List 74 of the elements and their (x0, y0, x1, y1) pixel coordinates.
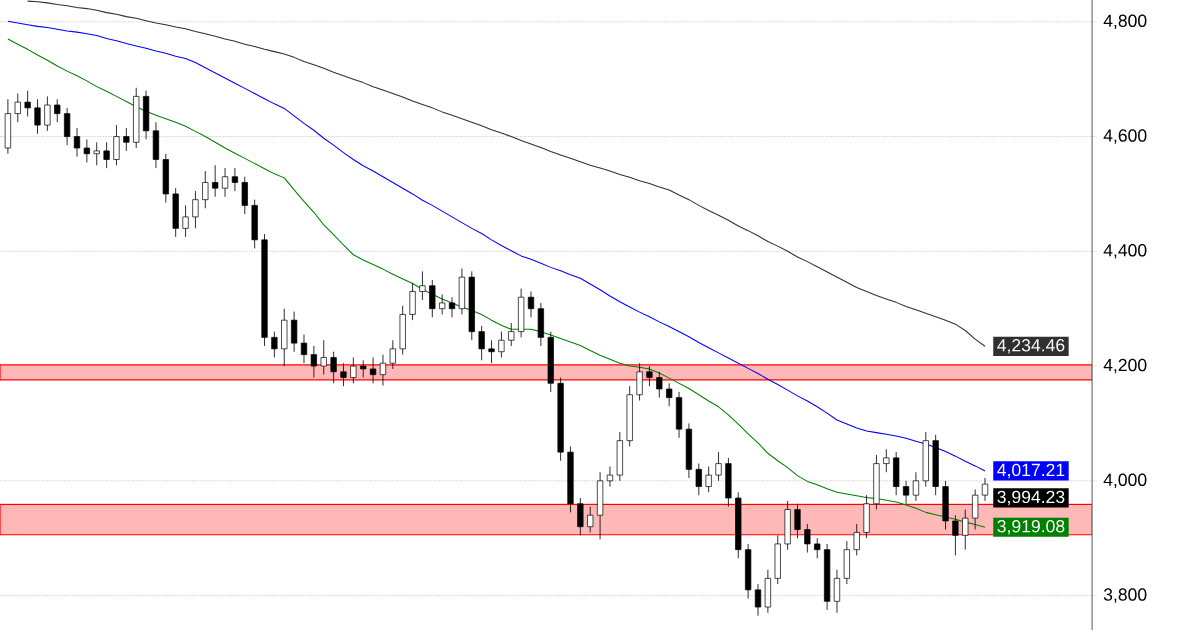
candlestick (330, 351, 337, 384)
candlestick (182, 205, 189, 238)
y-tick-label: 4,200 (1103, 358, 1147, 374)
candlestick (73, 127, 81, 158)
candlestick (646, 365, 653, 387)
candlestick (636, 362, 643, 401)
candlestick (981, 477, 989, 502)
candlestick (587, 506, 594, 533)
candlestick (912, 471, 920, 502)
candlestick (369, 357, 377, 384)
data-label: 3,919.08 (997, 519, 1065, 535)
candlestick (192, 190, 199, 229)
candlestick (962, 509, 969, 551)
candlestick (853, 523, 860, 556)
data-label: 4,017.21 (997, 463, 1065, 479)
candlestick (389, 339, 396, 370)
candlestick (350, 357, 357, 384)
candlestick (429, 279, 436, 318)
text: 3,994.23 (997, 490, 1065, 506)
candlestick (409, 282, 416, 321)
candlestick (34, 98, 41, 135)
y-tick-label: 4,400 (1103, 244, 1147, 259)
candlestick (448, 296, 456, 318)
candlestick (972, 489, 979, 530)
candlestick (93, 141, 100, 166)
candlestick (488, 339, 495, 364)
y-tick-label: 3,800 (1103, 588, 1147, 603)
candlestick (44, 95, 51, 132)
candlestick (419, 270, 426, 301)
candlestick (103, 141, 110, 169)
candlestick (360, 359, 367, 378)
candlestick (527, 291, 535, 318)
candlestick (478, 325, 485, 361)
candlestick (271, 331, 278, 358)
y-tick-label: 4,000 (1103, 473, 1147, 489)
candlestick (291, 311, 298, 353)
candlestick (754, 583, 762, 617)
candlestick (231, 167, 239, 192)
y-tick-label: 4,800 (1103, 14, 1147, 30)
candlestick (320, 339, 327, 376)
candlestick (804, 523, 811, 553)
candlestick (241, 176, 248, 215)
candlestick (794, 503, 801, 539)
data-label: 4,234.46 (997, 339, 1065, 354)
candlestick (54, 98, 61, 123)
candlestick (221, 167, 229, 198)
candlestick (577, 497, 584, 536)
candlestick (715, 451, 722, 482)
candlestick (379, 354, 387, 386)
candlestick (300, 334, 308, 364)
candlestick (123, 127, 130, 152)
candlestick (212, 164, 219, 198)
candlestick (498, 331, 505, 358)
candlestick (508, 322, 515, 347)
candlestick (63, 107, 71, 146)
candlestick (883, 448, 890, 473)
y-tick-label: 4,600 (1103, 129, 1147, 144)
candlestick (902, 480, 910, 505)
candlestick (606, 466, 614, 487)
candlestick (439, 293, 446, 315)
candlestick (113, 124, 120, 166)
candlestick (24, 90, 31, 117)
candlestick (83, 139, 90, 163)
candlestick (656, 371, 663, 399)
candlestick (340, 362, 347, 387)
candlestick (705, 466, 712, 493)
candlestick (833, 569, 841, 614)
candlestick (14, 93, 21, 123)
candlestick (666, 382, 673, 407)
candlestick (952, 514, 959, 556)
candlestick (695, 463, 702, 496)
candlestick (202, 170, 209, 209)
candlestick (814, 537, 821, 559)
candlestick (310, 345, 317, 378)
